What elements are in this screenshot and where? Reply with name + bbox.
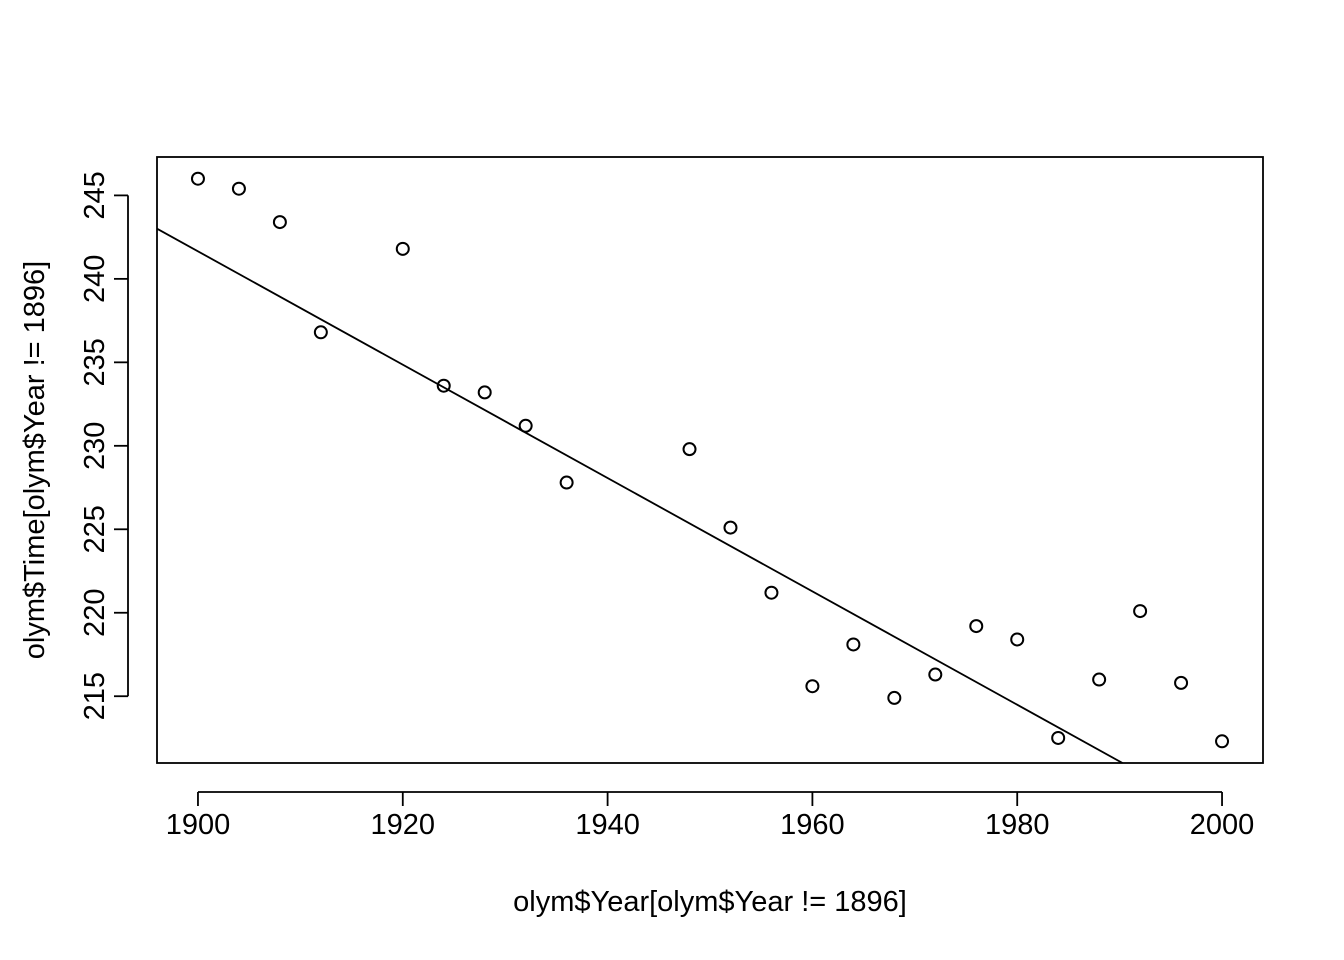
data-point <box>1216 735 1228 747</box>
x-tick-label: 2000 <box>1190 809 1255 841</box>
x-axis: 1900 1920 1940 1960 1980 2000 <box>166 792 1255 841</box>
data-point <box>274 216 286 228</box>
x-tick-label: 1980 <box>985 809 1050 841</box>
plot-frame <box>157 157 1263 763</box>
data-point <box>806 680 818 692</box>
x-tick-label: 1940 <box>575 809 640 841</box>
y-tick-label: 240 <box>79 255 111 303</box>
data-point <box>1011 633 1023 645</box>
data-point <box>888 692 900 704</box>
y-tick-label: 215 <box>79 672 111 720</box>
x-axis-label: olym$Year[olym$Year != 1896] <box>513 886 907 918</box>
x-tick-label: 1920 <box>371 809 436 841</box>
points-layer <box>192 173 1228 748</box>
data-point <box>233 183 245 195</box>
x-tick-label: 1960 <box>780 809 845 841</box>
data-point <box>1052 732 1064 744</box>
y-tick-label: 220 <box>79 589 111 637</box>
fit-layer <box>157 229 1122 763</box>
data-point <box>724 522 736 534</box>
data-point <box>684 443 696 455</box>
x-tick-label: 1900 <box>166 809 231 841</box>
regression-line <box>157 229 1122 763</box>
y-axis: 215 220 225 230 235 240 245 <box>79 171 128 720</box>
data-point <box>561 477 573 489</box>
y-axis-label: olym$Time[olym$Year != 1896] <box>19 261 51 659</box>
data-point <box>192 173 204 185</box>
data-point <box>847 638 859 650</box>
y-tick-label: 235 <box>79 338 111 386</box>
data-point <box>929 669 941 681</box>
data-point <box>765 587 777 599</box>
data-point <box>1093 674 1105 686</box>
y-tick-label: 225 <box>79 505 111 553</box>
data-point <box>520 420 532 432</box>
data-point <box>1134 605 1146 617</box>
data-point <box>479 386 491 398</box>
data-point <box>970 620 982 632</box>
data-point <box>397 243 409 255</box>
data-point <box>315 326 327 338</box>
data-point <box>1175 677 1187 689</box>
y-tick-label: 245 <box>79 171 111 219</box>
y-tick-label: 230 <box>79 422 111 470</box>
